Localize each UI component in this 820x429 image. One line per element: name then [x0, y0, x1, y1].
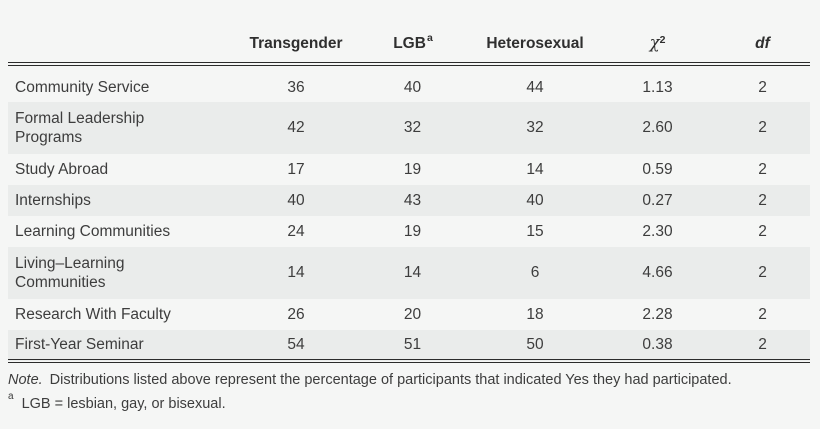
cell-df: 2: [758, 222, 767, 240]
note-label: Note.: [8, 372, 43, 388]
header-row: Transgender LGBa Heterosexual χ2 df: [8, 0, 810, 66]
footnote-text: LGB = lesbian, gay, or bisexual.: [21, 395, 226, 412]
cell-chi-square: 1.13: [642, 78, 673, 96]
cell-heterosexual: 32: [470, 102, 600, 154]
header-lgb-label: LGB: [393, 35, 426, 52]
cell-lgb: 20: [403, 305, 422, 323]
cell-chi-square: 0.27: [600, 185, 715, 216]
cell-heterosexual: 40: [470, 185, 600, 216]
cell-transgender: 40: [237, 185, 355, 216]
cell-lgb: 40: [403, 78, 422, 96]
cell-heterosexual: 50: [470, 330, 600, 363]
cell-transgender: 26: [287, 305, 305, 323]
participation-statistics-table: Transgender LGBa Heterosexual χ2 df Comm…: [8, 0, 810, 363]
header-df: df: [715, 0, 810, 66]
cell-df: 2: [758, 160, 767, 178]
cell-lgb: 51: [355, 330, 470, 363]
cell-chi-square: 2.60: [600, 102, 715, 154]
cell-label: Learning Communities: [15, 223, 171, 240]
table-footnote: a LGB = lesbian, gay, or bisexual.: [8, 391, 810, 412]
header-heterosexual: Heterosexual: [470, 0, 600, 66]
cell-transgender: 14: [237, 247, 355, 299]
cell-df: 2: [715, 185, 810, 216]
cell-chi-square: 0.59: [642, 160, 673, 178]
table-row-study-abroad: Study Abroad 17 19 14 0.59 2: [8, 154, 810, 185]
table-row-learning-communities: Learning Communities 24 19 15 2.30 2: [8, 216, 810, 247]
cell-lgb: 43: [355, 185, 470, 216]
cell-chi-square: 2.30: [642, 222, 673, 240]
chi-superscript: 2: [659, 34, 666, 46]
table-row-internships: Internships 40 43 40 0.27 2: [8, 185, 810, 216]
cell-chi-square: 2.28: [642, 305, 673, 323]
cell-label: Research With Faculty: [15, 306, 171, 323]
table-figure: Transgender LGBa Heterosexual χ2 df Comm…: [8, 0, 810, 412]
header-transgender-label: Transgender: [249, 35, 343, 52]
header-transgender: Transgender: [237, 0, 355, 66]
table-row-community-service: Community Service 36 40 44 1.13 2: [8, 64, 810, 102]
cell-transgender: 17: [287, 160, 305, 178]
cell-chi-square: 4.66: [600, 247, 715, 299]
cell-transgender: 36: [287, 78, 305, 96]
cell-df: 2: [758, 305, 767, 323]
cell-label: Study Abroad: [15, 161, 109, 178]
cell-df: 2: [715, 330, 810, 363]
table-row-living-learning-communities: Living–Learning Communities 14 14 6 4.66 …: [8, 247, 810, 299]
cell-transgender: 42: [237, 102, 355, 154]
chi-symbol: χ: [649, 33, 660, 52]
note-text: Distributions listed above represent the…: [49, 372, 732, 388]
cell-heterosexual: 18: [526, 305, 544, 323]
cell-df: 2: [758, 78, 767, 96]
cell-transgender: 54: [237, 330, 355, 363]
cell-chi-square: 0.38: [600, 330, 715, 363]
cell-df: 2: [715, 247, 810, 299]
table-row-research-with-faculty: Research With Faculty 26 20 18 2.28 2: [8, 299, 810, 330]
cell-heterosexual: 14: [526, 160, 544, 178]
cell-lgb: 32: [355, 102, 470, 154]
cell-heterosexual: 15: [526, 222, 544, 240]
cell-lgb: 14: [355, 247, 470, 299]
header-empty-cell: [8, 0, 237, 66]
cell-label: Community Service: [15, 79, 150, 96]
header-lgb: LGBa: [355, 0, 470, 66]
cell-heterosexual: 6: [470, 247, 600, 299]
table-row-first-year-seminar: First-Year Seminar 54 51 50 0.38 2: [8, 330, 810, 363]
header-df-label: df: [755, 35, 770, 52]
lgb-footnote-marker: a: [426, 31, 433, 44]
cell-heterosexual: 44: [526, 78, 544, 96]
cell-label: Internships: [8, 185, 237, 216]
cell-label: Living–Learning Communities: [8, 247, 237, 299]
cell-df: 2: [715, 102, 810, 154]
cell-label: First-Year Seminar: [8, 330, 237, 363]
header-heterosexual-label: Heterosexual: [486, 35, 584, 52]
table-note: Note. Distributions listed above represen…: [8, 372, 810, 388]
cell-lgb: 19: [403, 160, 422, 178]
cell-lgb: 19: [403, 222, 422, 240]
footnote-marker: a: [8, 391, 14, 402]
header-chi-square: χ2: [600, 0, 715, 66]
cell-label: Formal Leadership Programs: [8, 102, 237, 154]
table-row-formal-leadership-programs: Formal Leadership Programs 42 32 32 2.60 …: [8, 102, 810, 154]
cell-transgender: 24: [287, 222, 305, 240]
